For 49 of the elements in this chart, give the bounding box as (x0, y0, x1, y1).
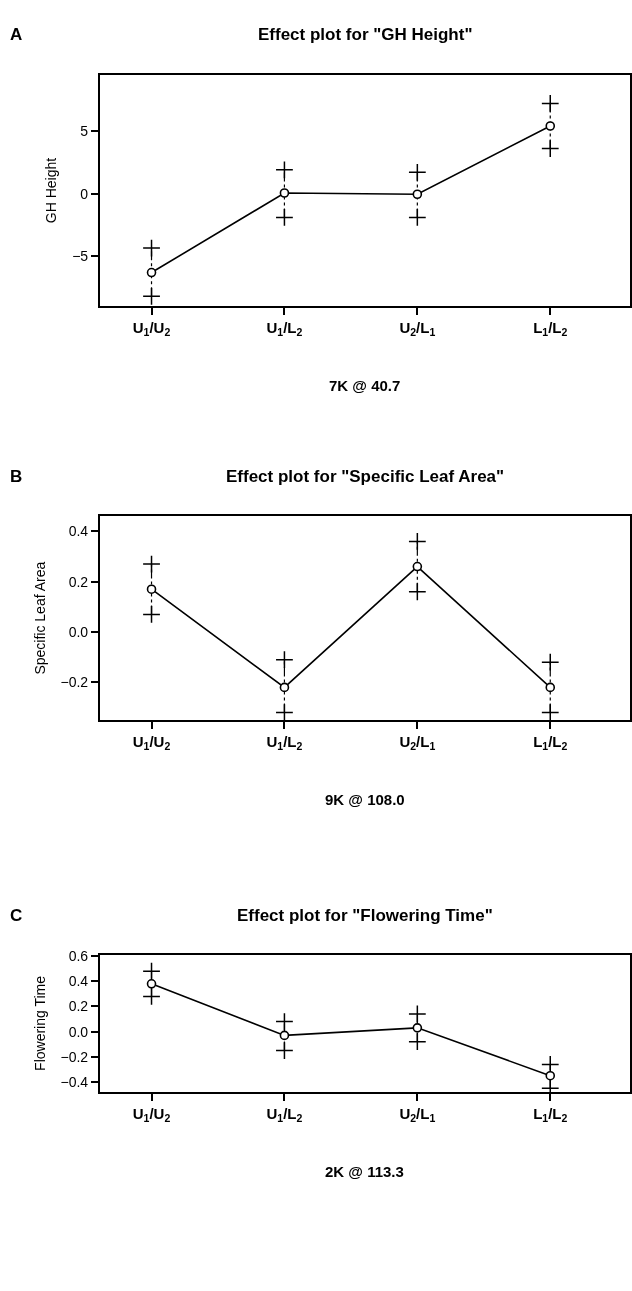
x-tick-label: L$_{1}$/L$_{2}$ (533, 732, 568, 753)
x-tick-label: U$_{1}$/U$_{2}$ (132, 1104, 171, 1124)
y-tick-label: 0.0 (68, 623, 89, 640)
x-axis-title: 2K @ 113.3 (325, 1163, 404, 1180)
y-tick-label: 5 (80, 122, 89, 139)
point (545, 121, 556, 131)
y-tick-label: 0 (80, 185, 89, 202)
y-tick-label: −5 (72, 248, 89, 265)
y-tick-label: −0.2 (60, 674, 89, 691)
point (412, 561, 423, 572)
y-axis-title: GH Height (43, 157, 60, 224)
x-axis-title: 7K @ 40.7 (329, 377, 401, 394)
x-tick-label: U$_{1}$/L$_{2}$ (266, 319, 303, 339)
x-tick-label: L$_{1}$/L$_{2}$ (533, 1104, 568, 1124)
point (412, 189, 423, 200)
point (146, 584, 157, 595)
y-tick-label: 0.4 (68, 973, 89, 990)
x-tick-label: U$_{2}$/L$_{1}$ (399, 319, 436, 339)
y-tick-label: 0.0 (68, 1023, 89, 1040)
text: A (10, 25, 23, 44)
chart-title: Effect plot for "GH Height" (258, 25, 473, 44)
chart-title: Effect plot for "Flowering Time" (237, 906, 493, 925)
y-tick-label: −0.2 (60, 1048, 89, 1065)
x-axis-title: 9K @ 108.0 (325, 791, 405, 808)
text: B (10, 467, 23, 486)
point (146, 267, 157, 278)
y-axis-title: Specific Leaf Area (31, 561, 48, 675)
y-tick-label: −0.4 (60, 1073, 89, 1090)
y-tick-label: 0.2 (68, 998, 89, 1015)
text: C (10, 906, 23, 925)
y-tick-label: 0.4 (68, 523, 89, 540)
x-tick-label: U$_{1}$/U$_{2}$ (132, 319, 171, 339)
x-tick-label: U$_{2}$/L$_{1}$ (399, 732, 436, 753)
point (146, 978, 157, 989)
x-tick-label: U$_{2}$/L$_{1}$ (399, 1104, 436, 1124)
point (279, 188, 290, 198)
point (545, 1070, 556, 1081)
x-tick-label: U$_{1}$/L$_{2}$ (266, 732, 303, 753)
point (545, 682, 556, 693)
x-tick-label: U$_{1}$/U$_{2}$ (132, 732, 171, 753)
y-tick-label: 0.6 (68, 947, 89, 964)
point (412, 1023, 423, 1033)
x-tick-label: U$_{1}$/L$_{2}$ (266, 1104, 303, 1124)
x-tick-label: L$_{1}$/L$_{2}$ (533, 319, 568, 339)
y-tick-label: 0.2 (68, 573, 89, 590)
y-axis-title: Flowering Time (31, 975, 48, 1071)
point (279, 682, 290, 693)
point (279, 1030, 290, 1041)
chart-title: Effect plot for "Specific Leaf Area" (226, 467, 505, 486)
